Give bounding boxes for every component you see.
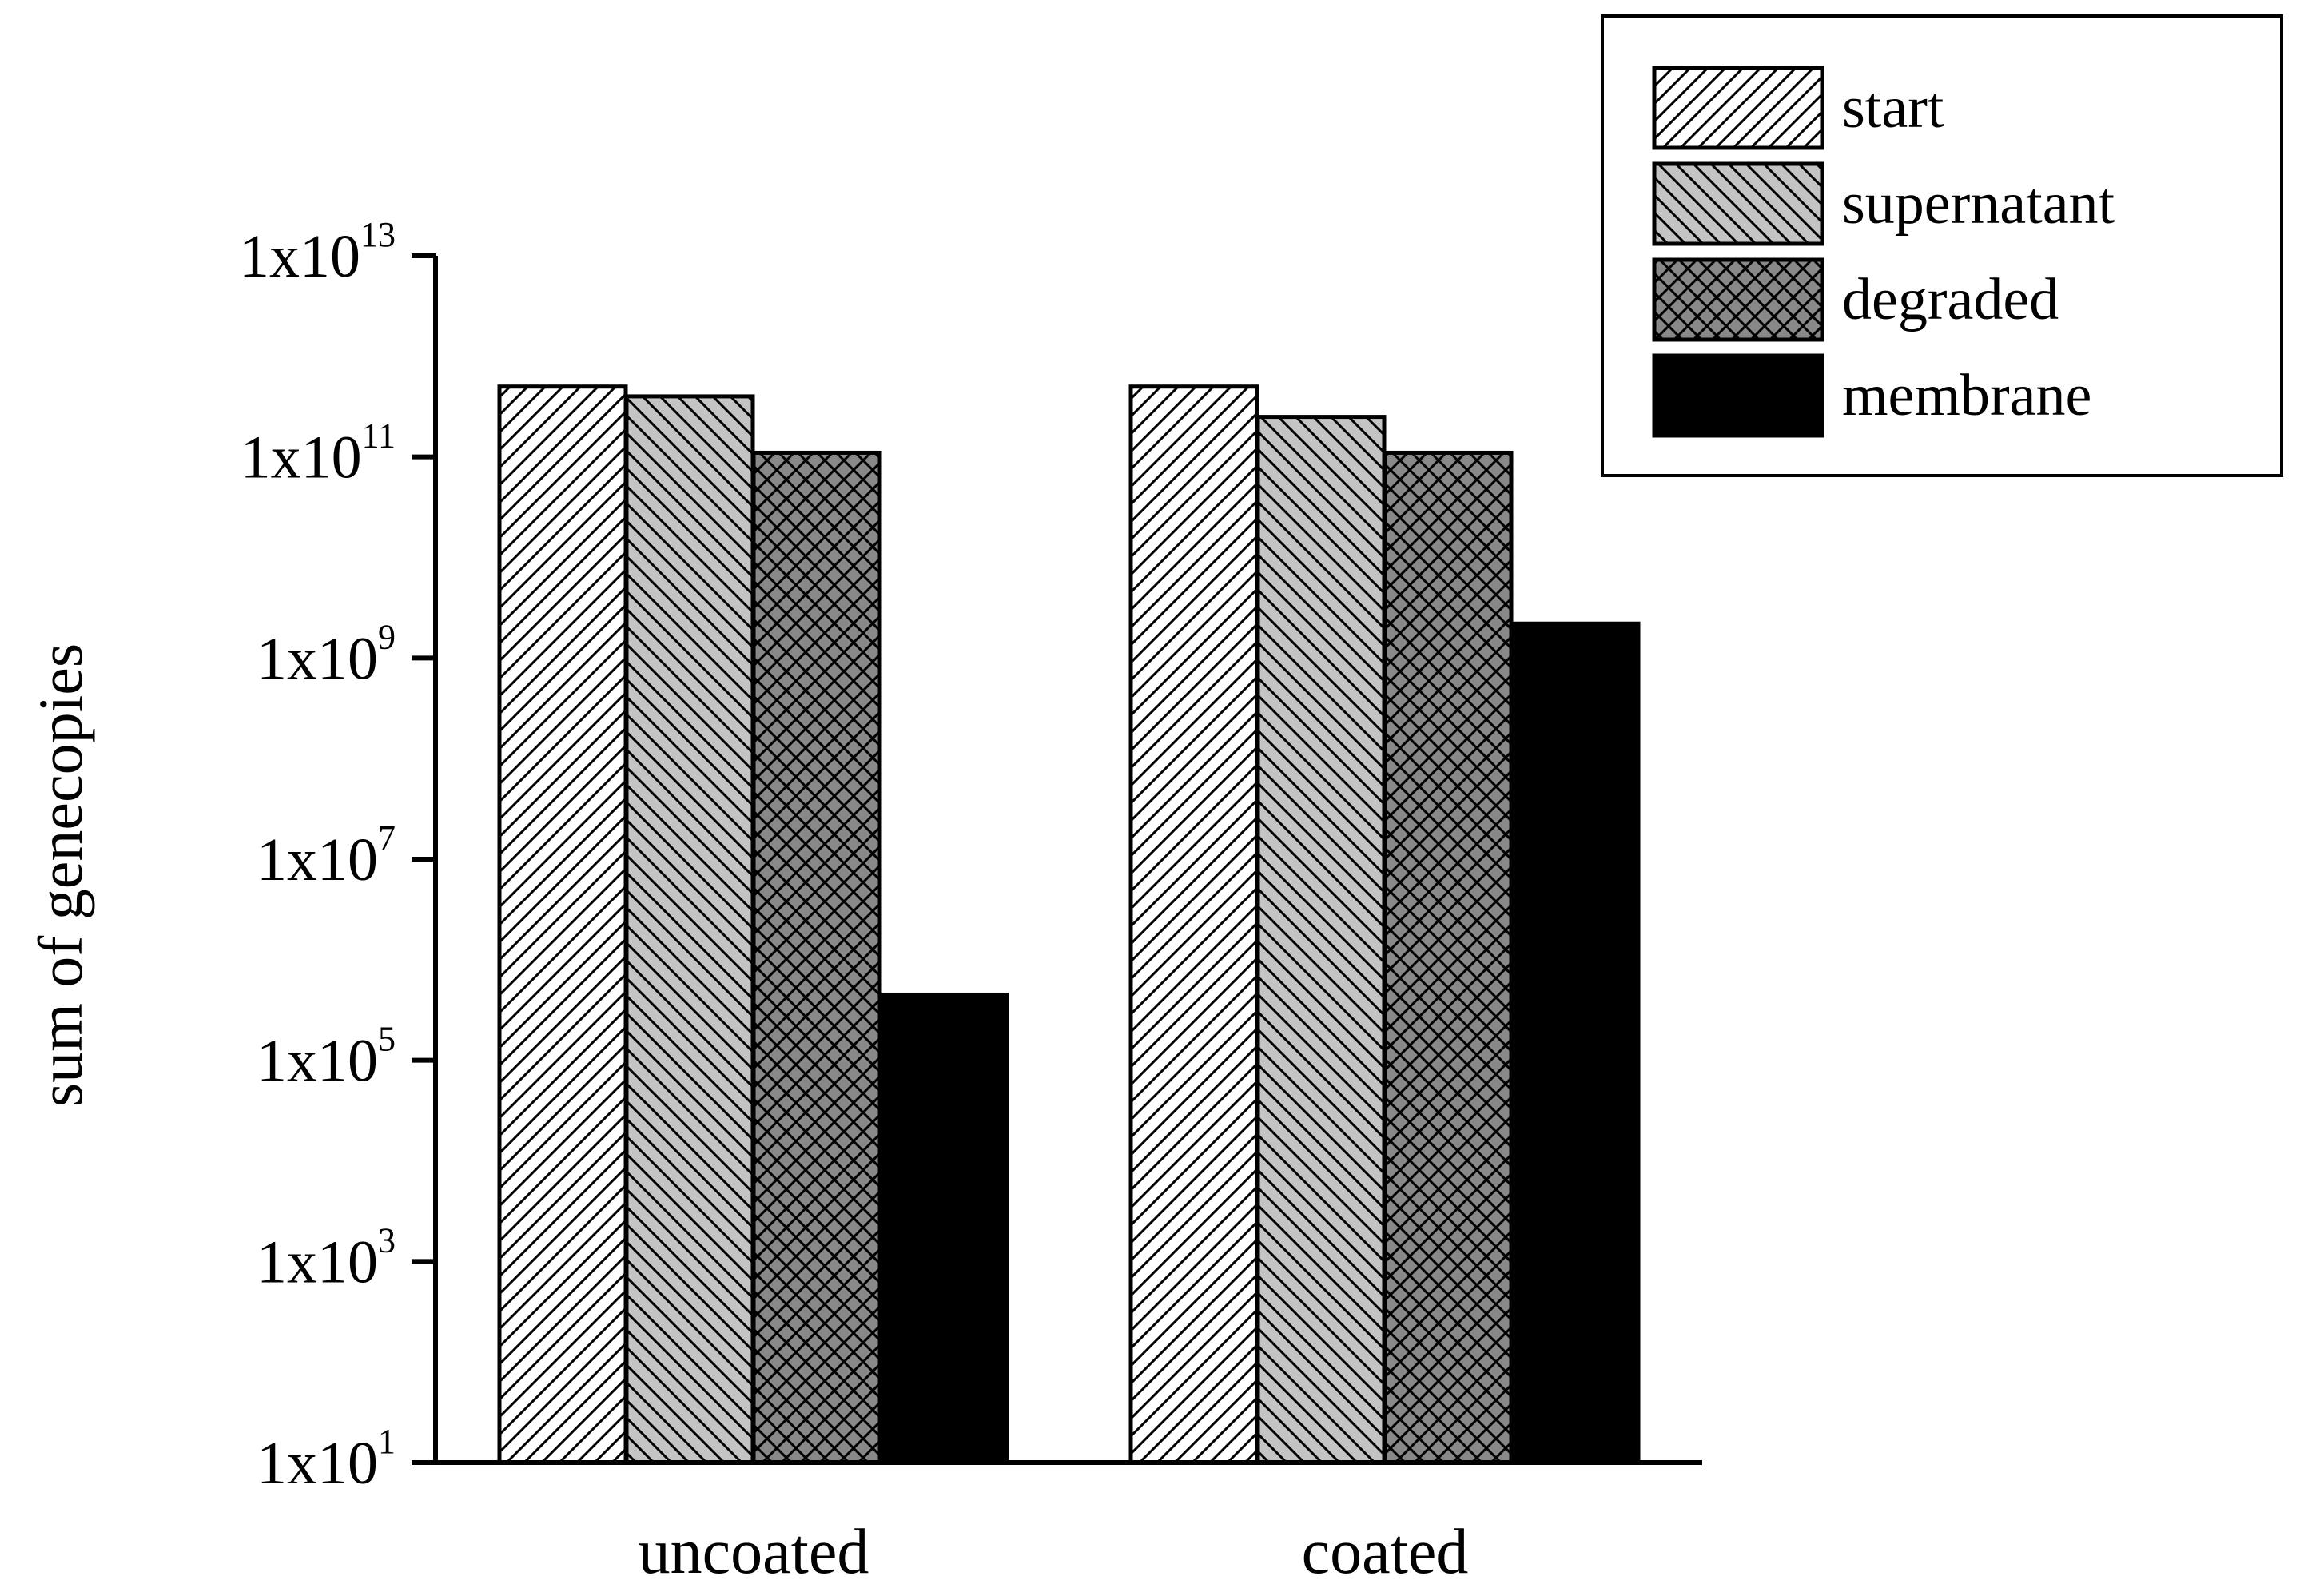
x-axis-categories: uncoated coated [639, 1517, 1469, 1587]
y-tick-label-base: 1x10 [241, 424, 362, 492]
legend-swatch-supernatant [1652, 161, 1824, 246]
y-tick-label: 1x105 [257, 1020, 396, 1095]
y-tick-label-exponent: 3 [378, 1220, 396, 1260]
y-tick-label: 1x1013 [239, 215, 396, 290]
y-tick-label-exponent: 5 [378, 1020, 396, 1059]
bar-degraded-coated [1383, 450, 1514, 1465]
y-tick-label-exponent: 9 [378, 617, 396, 656]
y-tick-label-exponent: 11 [362, 416, 396, 456]
bar-supernatant-uncoated [624, 394, 755, 1465]
y-tick-label-exponent: 7 [378, 818, 396, 858]
x-category-label: coated [1302, 1517, 1469, 1587]
bar-degraded-uncoated [751, 450, 882, 1465]
legend-swatch-start [1652, 66, 1824, 150]
y-tick-label-base: 1x10 [239, 223, 360, 290]
legend-swatch-degraded [1652, 257, 1824, 342]
y-tick-label: 1x103 [257, 1220, 396, 1296]
axes [433, 256, 1702, 1465]
y-tick-label-base: 1x10 [257, 625, 378, 692]
y-axis-label: sum of genecopies [26, 643, 95, 1108]
legend-label-start: start [1842, 75, 1944, 141]
y-tick-label-base: 1x10 [257, 826, 378, 894]
y-tick-label: 1x1011 [241, 416, 396, 492]
bar-membrane-coated [1510, 621, 1641, 1465]
y-tick-label: 1x101 [257, 1422, 396, 1497]
y-tick-label-exponent: 1 [378, 1422, 396, 1461]
bar-start-uncoated [497, 384, 628, 1465]
y-tick-label-base: 1x10 [257, 1028, 378, 1095]
legend: start supernatant degraded membrane [1601, 14, 2283, 477]
legend-label-supernatant: supernatant [1842, 171, 2115, 237]
bar-supernatant-coated [1255, 415, 1387, 1465]
y-tick-label-base: 1x10 [257, 1430, 378, 1497]
bars [497, 384, 1641, 1465]
y-tick-label: 1x107 [257, 818, 396, 894]
bar-membrane-uncoated [878, 992, 1009, 1465]
legend-label-membrane: membrane [1842, 363, 2091, 428]
bar-start-coated [1128, 384, 1259, 1465]
legend-label-degraded: degraded [1842, 267, 2059, 332]
legend-swatch-membrane [1652, 353, 1824, 438]
y-tick-label-base: 1x10 [257, 1228, 378, 1296]
y-tick-label-exponent: 13 [360, 215, 396, 254]
x-category-label: uncoated [639, 1517, 869, 1587]
y-tick-label: 1x109 [257, 617, 396, 692]
